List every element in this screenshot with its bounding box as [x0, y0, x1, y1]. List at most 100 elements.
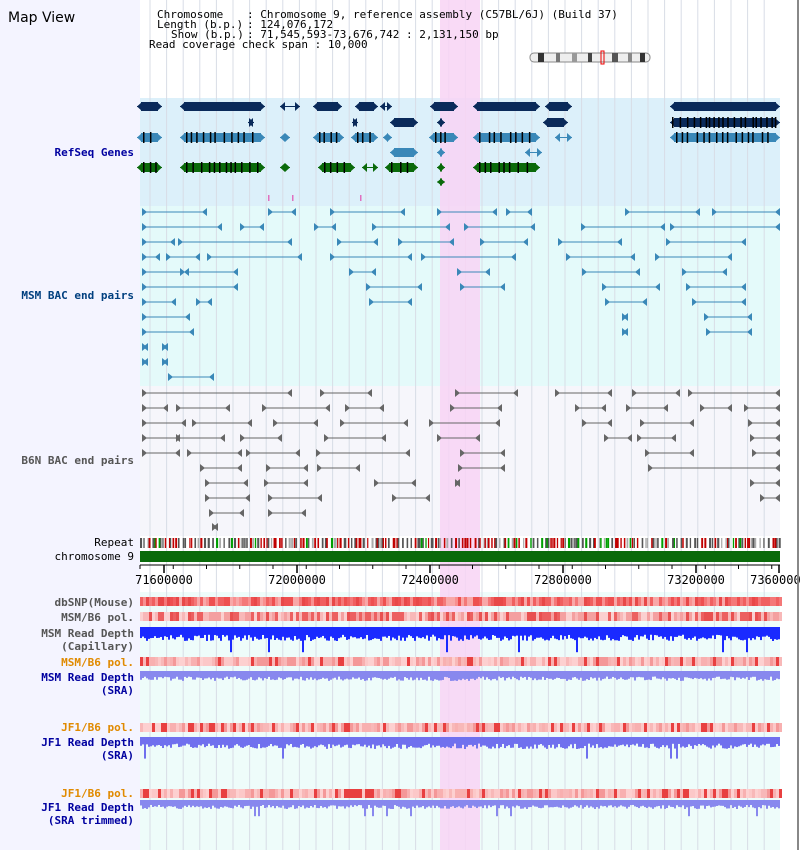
bac-end-pair[interactable] — [632, 389, 680, 397]
bac-end-pair[interactable] — [575, 404, 606, 412]
bac-end-pair[interactable] — [645, 449, 694, 457]
bac-end-pair[interactable] — [142, 404, 168, 412]
bac-end-pair[interactable] — [345, 404, 384, 412]
bac-end-pair[interactable] — [558, 238, 622, 246]
bac-end-pair[interactable] — [268, 509, 306, 517]
bac-end-pair[interactable] — [142, 223, 222, 231]
bac-end-pair[interactable] — [207, 253, 302, 261]
gene-model[interactable] — [430, 102, 458, 111]
bac-end-pair[interactable] — [666, 238, 746, 246]
gene-model[interactable] — [545, 102, 572, 111]
bac-end-pair[interactable] — [142, 328, 194, 336]
gene-model[interactable] — [437, 178, 445, 186]
jf1-read-depth-label[interactable]: JF1 Read Depth — [41, 736, 134, 749]
bac-end-pair[interactable] — [340, 419, 408, 427]
bac-end-pair[interactable] — [450, 404, 502, 412]
gene-model[interactable] — [437, 148, 445, 157]
gene-model[interactable] — [180, 162, 265, 173]
bac-end-pair[interactable] — [192, 419, 252, 427]
bac-end-pair[interactable] — [246, 449, 300, 457]
gene-model[interactable] — [473, 102, 540, 111]
gene-model[interactable] — [352, 118, 358, 127]
bac-end-pair[interactable] — [648, 464, 780, 472]
bac-end-pair[interactable] — [166, 253, 200, 261]
bac-end-pair[interactable] — [744, 404, 780, 412]
bac-end-pair[interactable] — [437, 208, 497, 216]
gene-model[interactable] — [137, 132, 162, 143]
bac-end-pair[interactable] — [317, 464, 360, 472]
bac-end-pair[interactable] — [437, 434, 480, 442]
bac-end-pair[interactable] — [429, 419, 500, 427]
gene-model[interactable] — [437, 118, 445, 127]
bac-end-pair[interactable] — [750, 434, 780, 442]
bac-end-pair[interactable] — [142, 298, 176, 306]
bac-end-pair[interactable] — [178, 238, 292, 246]
bac-end-pair[interactable] — [622, 328, 628, 336]
gene-model[interactable] — [390, 118, 418, 127]
gene-model[interactable] — [362, 163, 378, 172]
bac-end-pair[interactable] — [366, 283, 422, 291]
bac-end-pair[interactable] — [374, 479, 416, 487]
bac-end-pair[interactable] — [142, 253, 160, 261]
bac-end-pair[interactable] — [625, 208, 700, 216]
bac-end-pair[interactable] — [212, 523, 218, 531]
bac-end-pair[interactable] — [655, 253, 732, 261]
bac-end-pair[interactable] — [268, 208, 296, 216]
bac-end-pair[interactable] — [209, 509, 244, 517]
bac-end-pair[interactable] — [700, 404, 732, 412]
bac-end-pair[interactable] — [264, 479, 308, 487]
gene-model[interactable] — [390, 148, 418, 157]
bac-end-pair[interactable] — [604, 434, 632, 442]
gene-model[interactable] — [473, 132, 540, 143]
bac-end-pair[interactable] — [752, 449, 780, 457]
gene-model[interactable] — [351, 132, 378, 143]
bac-end-pair[interactable] — [240, 223, 264, 231]
gene-model[interactable] — [429, 132, 458, 143]
bac-end-pair[interactable] — [162, 343, 168, 351]
b6n-bac-label[interactable]: B6N BAC end pairs — [21, 454, 134, 467]
msm-b6-pol-label-2[interactable]: MSM/B6 pol. — [61, 656, 134, 669]
gene-model[interactable] — [313, 132, 344, 143]
gene-model[interactable] — [670, 132, 780, 143]
dbsnp-label[interactable]: dbSNP(Mouse) — [54, 596, 134, 609]
bac-end-pair[interactable] — [316, 449, 410, 457]
bac-end-pair[interactable] — [688, 389, 780, 397]
gene-model[interactable] — [137, 102, 162, 111]
gene-model[interactable] — [380, 102, 392, 111]
bac-end-pair[interactable] — [240, 434, 282, 442]
bac-end-pair[interactable] — [176, 404, 230, 412]
gene-model[interactable] — [525, 148, 542, 157]
bac-end-pair[interactable] — [392, 494, 430, 502]
bac-end-pair[interactable] — [205, 494, 250, 502]
bac-end-pair[interactable] — [142, 343, 148, 351]
jf1-b6-pol-label-2[interactable]: JF1/B6 pol. — [61, 787, 134, 800]
bac-end-pair[interactable] — [464, 223, 535, 231]
bac-end-pair[interactable] — [142, 358, 148, 366]
bac-end-pair[interactable] — [748, 419, 780, 427]
bac-end-pair[interactable] — [330, 253, 412, 261]
gene-model[interactable] — [543, 118, 568, 127]
bac-end-pair[interactable] — [142, 208, 207, 216]
bac-end-pair[interactable] — [176, 434, 225, 442]
bac-end-pair[interactable] — [670, 223, 780, 231]
bac-end-pair[interactable] — [162, 358, 168, 366]
jf1-b6-pol-label[interactable]: JF1/B6 pol. — [61, 721, 134, 734]
gene-model[interactable] — [137, 162, 162, 173]
bac-end-pair[interactable] — [460, 449, 505, 457]
gene-model[interactable] — [473, 162, 540, 173]
bac-end-pair[interactable] — [262, 404, 330, 412]
b6n-bac-pairs[interactable] — [142, 389, 780, 531]
bac-end-pair[interactable] — [142, 419, 186, 427]
bac-end-pair[interactable] — [455, 389, 518, 397]
bac-end-pair[interactable] — [686, 283, 746, 291]
bac-end-pair[interactable] — [622, 313, 628, 321]
gene-model[interactable] — [280, 102, 300, 111]
bac-end-pair[interactable] — [273, 419, 318, 427]
gene-model[interactable] — [280, 163, 290, 172]
bac-end-pair[interactable] — [369, 298, 412, 306]
gene-model[interactable] — [385, 162, 418, 173]
bac-end-pair[interactable] — [682, 268, 727, 276]
gene-model[interactable] — [670, 118, 780, 127]
bac-end-pair[interactable] — [712, 208, 780, 216]
bac-end-pair[interactable] — [706, 328, 752, 336]
